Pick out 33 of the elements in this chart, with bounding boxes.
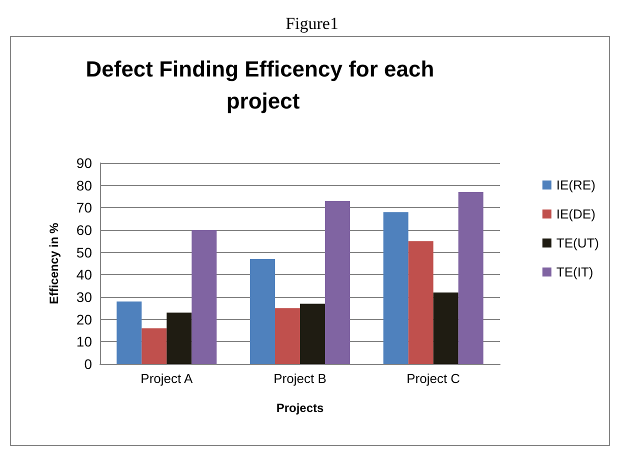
bar [142, 328, 167, 364]
bar [300, 304, 325, 364]
chart-title: Defect Finding Efficency for each project [86, 56, 440, 114]
bar [275, 308, 300, 364]
x-tick-label: Project B [274, 371, 326, 386]
legend-label: TE(IT) [556, 264, 594, 280]
x-axis-title: Projects [276, 401, 324, 415]
y-tick-label: 80 [76, 177, 92, 194]
caption: Figure1 [286, 14, 338, 33]
x-tick-label: Project A [140, 371, 194, 386]
y-tick-label: 0 [84, 356, 92, 372]
y-tick-label: 10 [76, 334, 92, 350]
bar [383, 212, 408, 364]
bar [166, 312, 192, 364]
y-tick-label: 60 [76, 222, 92, 238]
legend-label: TE(UT) [556, 236, 600, 250]
y-tick-label: 40 [76, 266, 92, 283]
y-tick-label: 20 [76, 311, 92, 328]
y-tick-label: 70 [76, 200, 92, 216]
y-tick-label: 50 [76, 244, 92, 260]
bar [458, 192, 484, 364]
bar [116, 301, 142, 364]
legend-label: IE(RE) [556, 178, 596, 192]
y-tick-label: 90 [76, 155, 92, 171]
bar [325, 200, 350, 364]
bar [250, 259, 275, 364]
y-axis-title: Efficency in % [47, 222, 61, 304]
bar [433, 292, 458, 364]
legend-label: IE(DE) [556, 206, 596, 222]
bar [408, 241, 434, 364]
bar [192, 230, 217, 364]
y-tick-label: 30 [76, 289, 92, 305]
x-tick-label: Project C [406, 371, 460, 386]
